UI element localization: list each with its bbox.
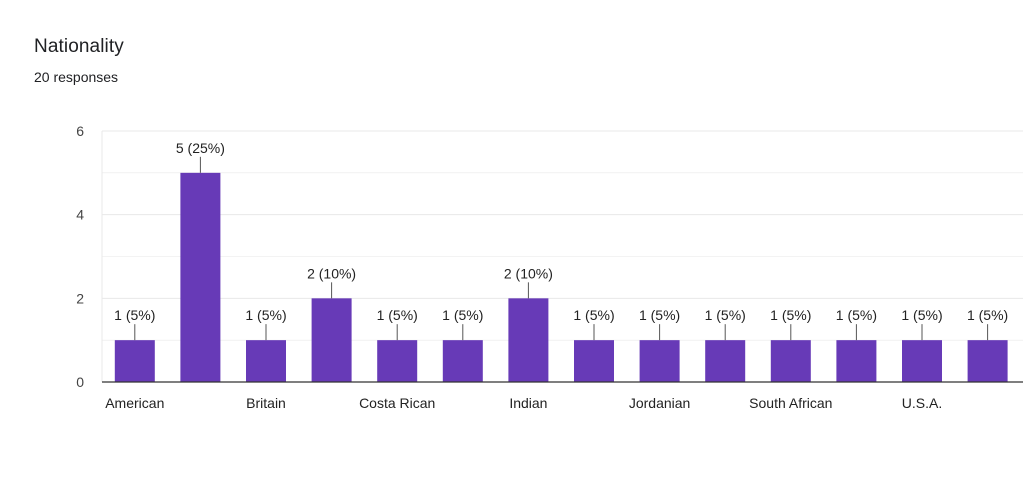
data-label: 2 (10%) (504, 265, 553, 281)
data-label: 5 (25%) (176, 140, 225, 156)
category-label: American (105, 395, 164, 411)
category-label: Britain (246, 395, 286, 411)
data-label: 1 (5%) (114, 307, 155, 323)
data-label: 1 (5%) (967, 307, 1008, 323)
bar[interactable] (377, 340, 418, 382)
category-label: Jordanian (629, 395, 691, 411)
data-label: 2 (10%) (307, 265, 356, 281)
data-label: 1 (5%) (901, 307, 942, 323)
bar[interactable] (508, 298, 549, 382)
bar[interactable] (705, 340, 746, 382)
data-labels: 1 (5%) 5 (25%) 1 (5%) 2 (10%) 1 (5%) 1 (5%) 2 … (114, 140, 1008, 341)
y-tick-label: 0 (76, 374, 84, 390)
data-label: 1 (5%) (245, 307, 286, 323)
bars (114, 172, 1008, 382)
data-label: 1 (5%) (573, 307, 614, 323)
data-label: 1 (5%) (442, 307, 483, 323)
bar[interactable] (836, 340, 877, 382)
bar[interactable] (902, 340, 942, 382)
bar[interactable] (967, 340, 1008, 382)
data-label: 1 (5%) (836, 307, 877, 323)
bar[interactable] (180, 172, 221, 382)
bar[interactable] (114, 340, 155, 382)
x-axis-labels: American Britain Costa Rican Indian Jordania… (105, 395, 942, 411)
category-label: Indian (509, 395, 547, 411)
data-label: 1 (5%) (377, 307, 418, 323)
bar[interactable] (770, 340, 811, 382)
category-label: U.S.A. (902, 395, 942, 411)
y-tick-label: 2 (76, 290, 84, 306)
bar[interactable] (246, 340, 286, 382)
category-label: Costa Rican (359, 395, 435, 411)
data-label: 1 (5%) (705, 307, 746, 323)
category-label: South African (749, 395, 832, 411)
bar[interactable] (574, 340, 614, 382)
gridlines (101, 130, 1023, 383)
bar[interactable] (639, 340, 680, 382)
response-count: 20 responses (34, 69, 119, 85)
bar[interactable] (311, 298, 352, 382)
y-tick-label: 6 (76, 123, 84, 139)
data-label: 1 (5%) (639, 307, 680, 323)
y-axis-ticks: 0 2 4 6 (76, 123, 84, 390)
y-tick-label: 4 (76, 207, 84, 223)
data-label: 1 (5%) (770, 307, 811, 323)
question-title: Nationality (34, 36, 124, 57)
bar[interactable] (442, 340, 483, 382)
